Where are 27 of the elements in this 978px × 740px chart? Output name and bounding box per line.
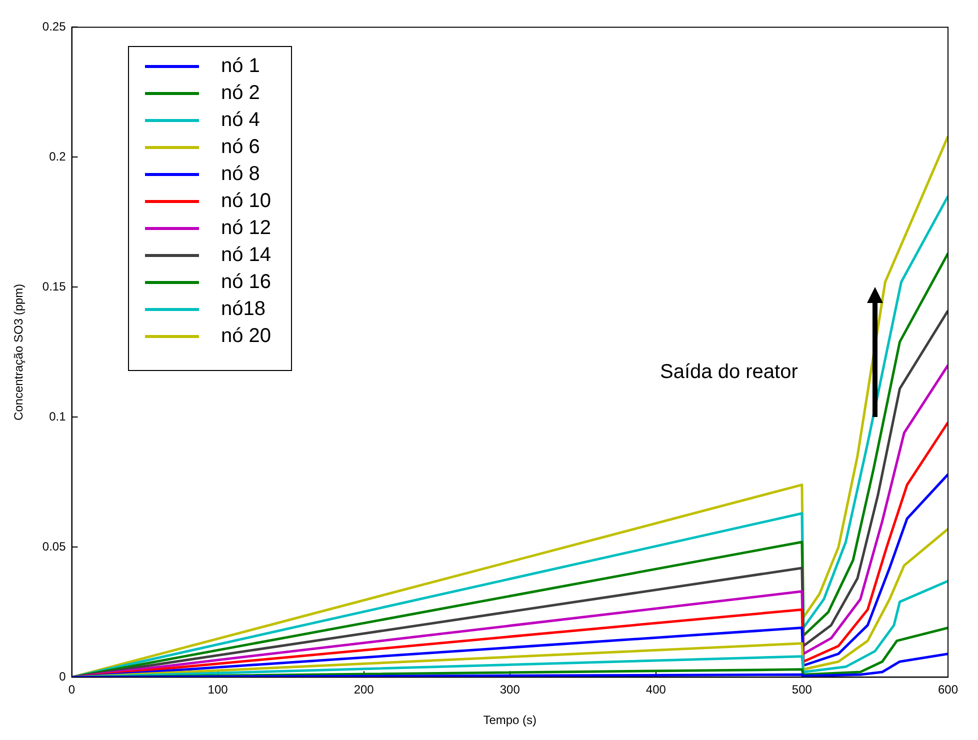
y-tick-label: 0.1 — [49, 410, 66, 424]
x-axis-title: Tempo (s) — [483, 713, 537, 728]
y-axis-title: Concentração SO3 (ppm) — [12, 284, 26, 421]
legend-label: nó 6 — [221, 136, 260, 159]
x-tick-label: 300 — [500, 682, 520, 697]
legend-label: nó18 — [221, 298, 266, 321]
x-tick-label: 200 — [354, 682, 374, 697]
y-tick-label: 0 — [59, 670, 66, 684]
legend-label: nó 14 — [221, 244, 272, 267]
y-tick-label: 0.05 — [42, 540, 66, 554]
x-tick-label: 400 — [646, 682, 666, 697]
legend-label: nó 20 — [221, 325, 272, 348]
legend-label: nó 16 — [221, 271, 272, 294]
x-tick-label: 100 — [208, 682, 228, 697]
legend-label: nó 4 — [221, 109, 260, 132]
legend-label: nó 12 — [221, 217, 272, 240]
legend-label: nó 1 — [221, 55, 260, 78]
y-tick-label: 0.2 — [49, 150, 66, 164]
y-tick-label: 0.25 — [42, 20, 66, 34]
annotation: Saída do reator — [660, 361, 798, 384]
x-tick-label: 500 — [792, 682, 812, 697]
x-tick-label: 600 — [938, 682, 958, 697]
x-tick-label: 0 — [68, 682, 76, 697]
legend-label: nó 2 — [221, 82, 260, 105]
legend-label: nó 10 — [221, 190, 272, 213]
y-tick-label: 0.15 — [42, 280, 66, 294]
legend-label: nó 8 — [221, 163, 260, 186]
